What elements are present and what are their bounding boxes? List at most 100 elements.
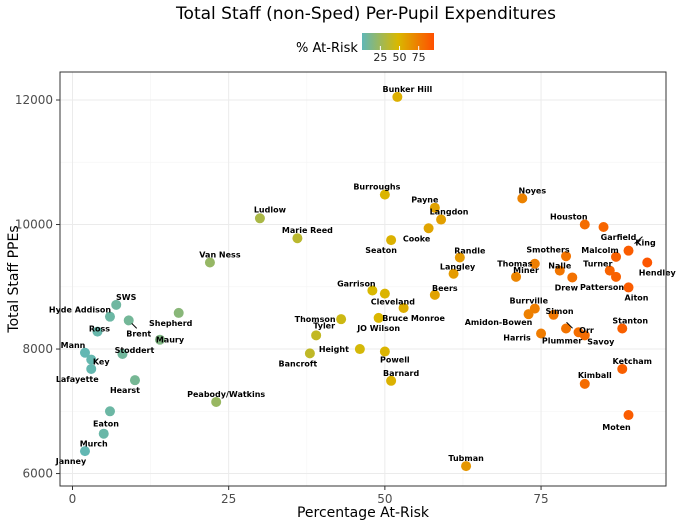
y-tick-label: 6000 (22, 467, 53, 481)
point-label: Savoy (587, 337, 615, 346)
data-point (104, 406, 115, 417)
point-label: Key (93, 358, 110, 367)
legend-tick-label: 25 (373, 51, 387, 64)
legend-tick-label: 75 (412, 51, 426, 64)
data-point (104, 311, 115, 322)
data-point (392, 91, 403, 102)
data-point (86, 363, 97, 374)
point-label: Plummer (542, 336, 582, 345)
data-point (154, 334, 165, 345)
point-label: Murch (80, 440, 108, 449)
data-point (204, 257, 215, 268)
data-point (386, 375, 397, 386)
data-point (398, 302, 409, 313)
point-label: Randle (454, 247, 486, 256)
chart-title: Total Staff (non-Sped) Per-Pupil Expendi… (175, 4, 556, 24)
data-point (92, 326, 103, 337)
point-label: Aiton (625, 293, 649, 302)
plot-border (59, 71, 667, 487)
data-point (517, 193, 528, 204)
point-label: Marie Reed (282, 226, 333, 235)
data-point (454, 252, 465, 263)
point-label: Shepherd (149, 319, 193, 328)
data-point (367, 285, 378, 296)
point-label: Malcolm (581, 246, 618, 255)
data-point (111, 299, 122, 310)
point-label: Thomson (295, 315, 336, 324)
point-label: Drew (555, 283, 579, 292)
point-label: Ludlow (254, 205, 287, 214)
point-label: Eaton (93, 419, 119, 428)
point-label: Bunker Hill (383, 85, 433, 94)
point-label: Maury (156, 336, 185, 345)
label-leader-line (634, 236, 643, 245)
point-label: Nalle (548, 262, 572, 271)
data-point (642, 257, 653, 268)
point-label: Garrison (337, 280, 376, 289)
point-label: Patterson (580, 283, 624, 292)
data-point (423, 223, 434, 234)
point-label: Noyes (519, 186, 547, 195)
point-label: Burroughs (353, 183, 400, 192)
legend-tick-label: 50 (393, 51, 407, 64)
point-label: Hearst (110, 386, 140, 395)
legend-title: % At-Risk (296, 41, 358, 56)
point-label: Payne (411, 196, 439, 205)
data-point (617, 363, 628, 374)
data-point (123, 315, 134, 326)
point-label: Harris (503, 333, 531, 342)
point-label: Houston (550, 213, 588, 222)
data-point (117, 349, 128, 360)
data-point (579, 378, 590, 389)
label-leader-line (131, 323, 138, 329)
point-label: Cooke (403, 234, 431, 243)
point-label: Cleveland (371, 298, 416, 307)
legend-ticks: 25 50 75 (373, 46, 426, 64)
x-tick-label: 50 (377, 492, 392, 506)
point-label: Turner (583, 260, 612, 269)
point-label: Stoddert (115, 346, 155, 355)
axes: 0 25 50 75 6000 8000 10000 12000 (15, 93, 549, 506)
point-label: King (635, 239, 656, 248)
x-axis-label: Percentage At-Risk (297, 505, 430, 521)
data-point (561, 251, 572, 262)
point-label: SWS (116, 293, 137, 302)
data-point (379, 346, 390, 357)
point-label: Seaton (365, 246, 397, 255)
point-label: JO Wilson (356, 324, 400, 333)
data-point (448, 268, 459, 279)
data-point (536, 328, 547, 339)
point-labels: Bunker Hill Noyes Burroughs Payne Langdon Hou… (49, 85, 677, 466)
point-label: Mann (61, 341, 86, 350)
y-tick-label: 10000 (15, 218, 53, 232)
data-point (561, 323, 572, 334)
data-point (623, 245, 634, 256)
data-point (567, 272, 578, 283)
point-label: Garfield (601, 233, 637, 242)
point-label: Barnard (383, 369, 419, 378)
data-point (429, 202, 440, 213)
data-point (623, 410, 634, 421)
data-point (611, 271, 622, 282)
point-label: Hendley (639, 269, 677, 278)
point-label: Tyler (313, 321, 335, 330)
data-point (304, 348, 315, 359)
data-point (173, 307, 184, 318)
data-point (529, 258, 540, 269)
point-label: Tubman (448, 454, 484, 463)
point-label: Stanton (612, 316, 648, 325)
y-tick-label: 12000 (15, 93, 53, 107)
point-label: Amidon-Bowen (465, 318, 533, 327)
x-tick-label: 25 (221, 492, 236, 506)
data-point (429, 289, 440, 300)
point-label: Moten (602, 423, 631, 432)
data-point (554, 265, 565, 276)
point-label: Simon (546, 307, 574, 316)
point-label: Miner (513, 266, 539, 275)
point-label: Bancroft (279, 359, 318, 368)
legend-colorbar (362, 33, 434, 50)
point-label: Powell (380, 356, 410, 365)
point-label: Langley (440, 263, 476, 272)
point-label: Height (319, 345, 349, 354)
point-label: Hyde Addison (49, 306, 111, 315)
